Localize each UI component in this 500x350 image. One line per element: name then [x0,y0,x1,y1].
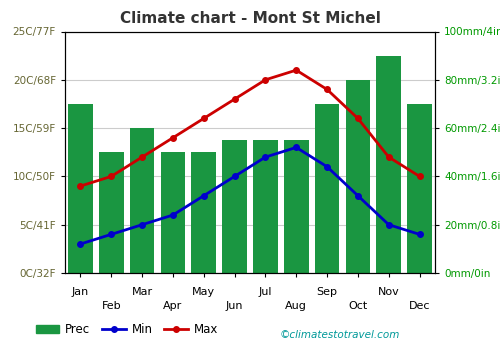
Text: ©climatestotravel.com: ©climatestotravel.com [280,329,400,340]
Bar [68,104,93,273]
Text: Sep: Sep [316,287,338,297]
Text: Jan: Jan [72,287,89,297]
Bar [315,104,340,273]
Bar [130,128,154,273]
Bar [192,152,216,273]
Text: Aug: Aug [286,301,307,311]
Text: Dec: Dec [409,301,430,311]
Bar [407,104,432,273]
Text: Oct: Oct [348,301,368,311]
Text: May: May [192,287,216,297]
Bar [222,140,247,273]
Bar [376,56,401,273]
Bar [346,80,370,273]
Legend: Prec, Min, Max: Prec, Min, Max [31,318,223,341]
Bar [253,140,278,273]
Text: Jul: Jul [258,287,272,297]
Text: Apr: Apr [164,301,182,311]
Text: Feb: Feb [102,301,121,311]
Bar [284,140,308,273]
Title: Climate chart - Mont St Michel: Climate chart - Mont St Michel [120,11,380,26]
Bar [160,152,186,273]
Bar [99,152,124,273]
Text: Mar: Mar [132,287,152,297]
Text: Jun: Jun [226,301,244,311]
Text: Nov: Nov [378,287,400,297]
